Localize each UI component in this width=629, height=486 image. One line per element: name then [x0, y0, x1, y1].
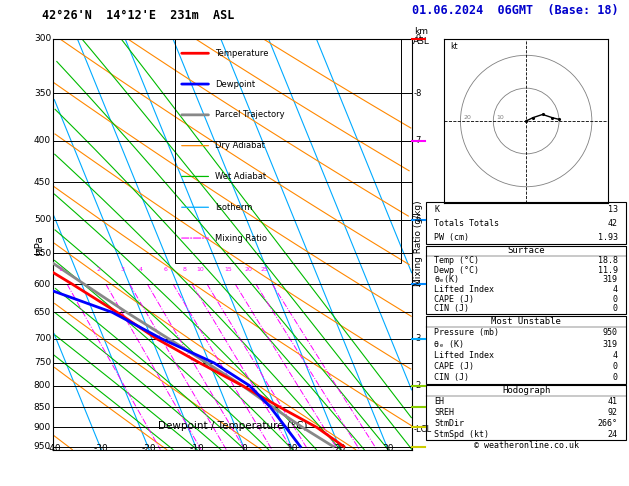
- Text: Dry Adiabat: Dry Adiabat: [215, 141, 265, 150]
- Text: Wet Adiabat: Wet Adiabat: [215, 172, 266, 181]
- Text: K: K: [435, 205, 440, 214]
- Text: 6: 6: [164, 267, 168, 272]
- Text: EH: EH: [435, 397, 445, 406]
- Text: 10: 10: [496, 115, 504, 121]
- Text: StmDir: StmDir: [435, 419, 464, 428]
- Text: -10: -10: [189, 444, 204, 453]
- Text: 4: 4: [613, 351, 618, 360]
- Text: 8: 8: [183, 267, 187, 272]
- Text: 350: 350: [34, 89, 51, 98]
- Text: -6: -6: [413, 215, 422, 224]
- Text: -20: -20: [142, 444, 157, 453]
- Text: 15: 15: [224, 267, 231, 272]
- Text: 550: 550: [34, 249, 51, 258]
- Text: StmSpd (kt): StmSpd (kt): [435, 430, 489, 439]
- Text: 25: 25: [261, 267, 269, 272]
- Text: © weatheronline.co.uk: © weatheronline.co.uk: [474, 440, 579, 450]
- Text: Lifted Index: Lifted Index: [435, 285, 494, 294]
- Text: 41: 41: [608, 397, 618, 406]
- Text: -4: -4: [413, 279, 421, 289]
- Bar: [175, 39, 401, 263]
- Text: 450: 450: [34, 178, 51, 187]
- Text: -7: -7: [413, 136, 422, 145]
- Text: 20: 20: [464, 115, 472, 121]
- Text: 319: 319: [603, 276, 618, 284]
- Text: 1: 1: [58, 267, 62, 272]
- Text: 0: 0: [613, 305, 618, 313]
- Text: -30: -30: [94, 444, 109, 453]
- Text: 850: 850: [34, 403, 51, 412]
- Text: 400: 400: [34, 136, 51, 145]
- Text: 800: 800: [34, 382, 51, 390]
- Text: PW (cm): PW (cm): [435, 233, 469, 242]
- Text: 650: 650: [34, 308, 51, 317]
- Text: -2: -2: [413, 382, 421, 390]
- Text: Hodograph: Hodograph: [502, 386, 550, 396]
- Text: 750: 750: [34, 359, 51, 367]
- Text: 0: 0: [613, 295, 618, 304]
- Text: 0: 0: [242, 444, 248, 453]
- Text: 10: 10: [196, 267, 204, 272]
- Text: km
ASL: km ASL: [413, 27, 430, 46]
- Text: 700: 700: [34, 334, 51, 343]
- Text: -9: -9: [413, 35, 421, 43]
- Text: 319: 319: [603, 340, 618, 348]
- Text: Isotherm: Isotherm: [215, 203, 252, 212]
- Text: 300: 300: [34, 35, 51, 43]
- Text: CAPE (J): CAPE (J): [435, 295, 474, 304]
- Text: 42°26'N  14°12'E  231m  ASL: 42°26'N 14°12'E 231m ASL: [42, 9, 235, 22]
- Text: 3: 3: [121, 267, 125, 272]
- Text: 30: 30: [382, 444, 394, 453]
- Text: θₑ(K): θₑ(K): [435, 276, 459, 284]
- Text: 0: 0: [613, 373, 618, 382]
- Text: 4: 4: [138, 267, 142, 272]
- Text: kt: kt: [450, 42, 458, 51]
- Text: 42: 42: [608, 219, 618, 227]
- Text: 950: 950: [34, 442, 51, 451]
- Text: Dewp (°C): Dewp (°C): [435, 266, 479, 275]
- Text: 13: 13: [608, 205, 618, 214]
- Text: SREH: SREH: [435, 408, 454, 417]
- Text: 01.06.2024  06GMT  (Base: 18): 01.06.2024 06GMT (Base: 18): [413, 4, 619, 17]
- Text: -LCL: -LCL: [413, 425, 431, 434]
- Text: Most Unstable: Most Unstable: [491, 317, 561, 326]
- Text: Dewpoint: Dewpoint: [215, 80, 255, 88]
- Text: Temperature: Temperature: [215, 49, 269, 58]
- Text: Surface: Surface: [508, 246, 545, 256]
- Text: 4: 4: [613, 285, 618, 294]
- Text: 266°: 266°: [598, 419, 618, 428]
- Text: Dewpoint / Temperature (°C): Dewpoint / Temperature (°C): [158, 421, 308, 431]
- Text: 24: 24: [608, 430, 618, 439]
- Text: Temp (°C): Temp (°C): [435, 256, 479, 265]
- Text: -40: -40: [46, 444, 61, 453]
- Text: 92: 92: [608, 408, 618, 417]
- Text: 950: 950: [603, 328, 618, 337]
- Text: 18.8: 18.8: [598, 256, 618, 265]
- Text: 20: 20: [245, 267, 252, 272]
- Text: Parcel Trajectory: Parcel Trajectory: [215, 110, 284, 120]
- Text: 10: 10: [287, 444, 298, 453]
- Text: Lifted Index: Lifted Index: [435, 351, 494, 360]
- Text: θₑ (K): θₑ (K): [435, 340, 464, 348]
- Text: 11.9: 11.9: [598, 266, 618, 275]
- Text: -8: -8: [413, 89, 422, 98]
- Text: CIN (J): CIN (J): [435, 373, 469, 382]
- Text: Totals Totals: Totals Totals: [435, 219, 499, 227]
- Text: hPa: hPa: [34, 235, 44, 254]
- Text: Mixing Ratio: Mixing Ratio: [215, 234, 267, 243]
- Text: CIN (J): CIN (J): [435, 305, 469, 313]
- Text: 500: 500: [34, 215, 51, 224]
- Text: 20: 20: [335, 444, 346, 453]
- Text: 2: 2: [97, 267, 101, 272]
- Text: CAPE (J): CAPE (J): [435, 362, 474, 371]
- Text: 600: 600: [34, 279, 51, 289]
- Text: Pressure (mb): Pressure (mb): [435, 328, 499, 337]
- Text: 1.93: 1.93: [598, 233, 618, 242]
- Text: 0: 0: [613, 362, 618, 371]
- Text: Mixing Ratio (g/kg): Mixing Ratio (g/kg): [414, 200, 423, 286]
- Text: 900: 900: [34, 423, 51, 432]
- Text: -3: -3: [413, 334, 422, 343]
